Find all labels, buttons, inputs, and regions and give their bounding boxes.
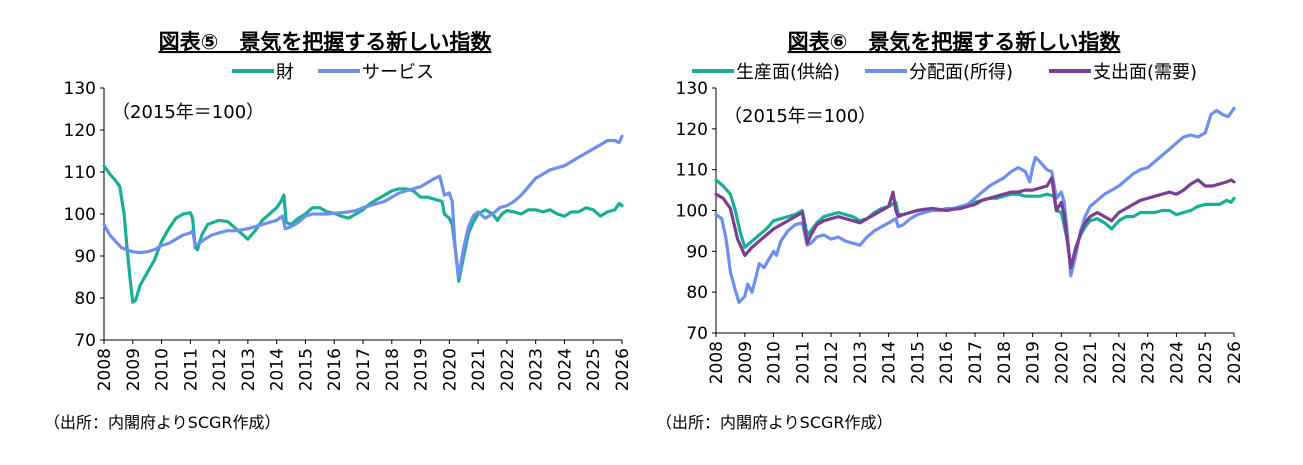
x-tick-label: 2018 <box>995 341 1015 384</box>
x-tick-label: 2009 <box>124 348 144 391</box>
series-line-1 <box>714 178 1236 270</box>
x-tick-label: 2022 <box>498 348 518 391</box>
x-tick-label: 2025 <box>584 348 604 391</box>
x-tick-label: 2011 <box>181 348 201 391</box>
series-group <box>102 134 624 304</box>
axes: 70 80 90 100 110 120 130 2008 2009 2010 2011 2012 20… <box>676 79 1245 384</box>
legend-label: 財 <box>276 62 294 83</box>
y-tick-label: 100 <box>64 205 96 225</box>
x-tick-label: 2022 <box>1110 341 1130 384</box>
y-tick-label: 70 <box>686 324 708 344</box>
legend-label: 生産面(供給) <box>736 62 840 83</box>
chart-svg-left: 図表⑤ 景気を把握する新しい指数 財 サービス （2015年＝100） 70 80 9… <box>44 30 633 432</box>
x-tick-label: 2008 <box>95 348 115 391</box>
x-tick-label: 2008 <box>707 341 727 384</box>
x-tick-label: 2009 <box>736 341 756 384</box>
series-line-2 <box>102 134 624 279</box>
chart-panel-right: 図表⑥ 景気を把握する新しい指数 生産面(供給) 分配面(所得) 支出面(需要) （… <box>652 0 1303 465</box>
x-tick-label: 2015 <box>296 348 316 391</box>
chart-title: 図表⑤ 景気を把握する新しい指数 <box>159 30 493 54</box>
y-tick-label: 80 <box>686 283 708 303</box>
x-tick-label: 2010 <box>765 341 785 384</box>
legend-label: 支出面(需要) <box>1093 62 1197 83</box>
x-tick-label: 2016 <box>325 348 345 391</box>
y-tick-label: 100 <box>676 202 708 222</box>
series-line-1 <box>102 164 624 304</box>
series-group <box>714 106 1236 304</box>
x-tick-label: 2020 <box>440 348 460 391</box>
x-tick-label: 2025 <box>1196 341 1216 384</box>
legend-label: サービス <box>362 62 434 83</box>
y-tick-label: 120 <box>64 121 96 141</box>
x-tick-label: 2016 <box>937 341 957 384</box>
x-tick-label: 2024 <box>1167 341 1187 384</box>
x-tick-label: 2011 <box>793 341 813 384</box>
series-line-3 <box>714 176 1236 270</box>
x-tick-label: 2023 <box>527 348 547 391</box>
y-tick-label: 90 <box>74 247 96 267</box>
chart-title: 図表⑥ 景気を把握する新しい指数 <box>788 30 1122 54</box>
legend: 生産面(供給) 分配面(所得) 支出面(需要) <box>692 62 1197 83</box>
x-tick-label: 2018 <box>383 348 403 391</box>
y-tick-label: 120 <box>676 120 708 140</box>
y-tick-label: 90 <box>686 242 708 262</box>
x-tick-label: 2023 <box>1139 341 1159 384</box>
x-tick-label: 2015 <box>908 341 928 384</box>
x-tick-label: 2019 <box>1024 341 1044 384</box>
y-tick-label: 110 <box>676 161 708 181</box>
x-tick-label: 2021 <box>469 348 489 391</box>
y-tick-label: 130 <box>676 79 708 99</box>
x-tick-label: 2017 <box>354 348 374 391</box>
x-tick-label: 2014 <box>268 348 288 391</box>
x-tick-label: 2021 <box>1081 341 1101 384</box>
x-tick-label: 2019 <box>412 348 432 391</box>
y-tick-label: 80 <box>74 289 96 309</box>
x-tick-label: 2017 <box>966 341 986 384</box>
x-tick-label: 2013 <box>851 341 871 384</box>
x-tick-label: 2010 <box>153 348 173 391</box>
legend: 財 サービス <box>232 62 434 83</box>
axes: 70 80 90 100 110 120 130 2008 2009 2010 2011 2012 20… <box>64 79 633 391</box>
y-tick-label: 130 <box>64 79 96 99</box>
chart-note: （2015年＝100） <box>112 102 264 123</box>
source-note: （出所：内閣府よりSCGR作成） <box>656 413 893 432</box>
x-tick-label: 2012 <box>822 341 842 384</box>
y-tick-label: 70 <box>74 331 96 351</box>
legend-label: 分配面(所得) <box>909 62 1013 83</box>
chart-svg-right: 図表⑥ 景気を把握する新しい指数 生産面(供給) 分配面(所得) 支出面(需要) （… <box>656 30 1245 432</box>
series-line-2 <box>714 106 1236 304</box>
x-tick-label: 2024 <box>555 348 575 391</box>
x-tick-label: 2026 <box>613 348 633 391</box>
chart-panel-left: 図表⑤ 景気を把握する新しい指数 財 サービス （2015年＝100） 70 80 9… <box>0 0 651 465</box>
x-tick-label: 2014 <box>880 341 900 384</box>
x-tick-label: 2012 <box>210 348 230 391</box>
source-note: （出所：内閣府よりSCGR作成） <box>44 413 281 432</box>
x-tick-label: 2026 <box>1225 341 1245 384</box>
y-tick-label: 110 <box>64 163 96 183</box>
x-tick-label: 2013 <box>239 348 259 391</box>
chart-note: （2015年＝100） <box>724 106 876 127</box>
x-tick-label: 2020 <box>1052 341 1072 384</box>
